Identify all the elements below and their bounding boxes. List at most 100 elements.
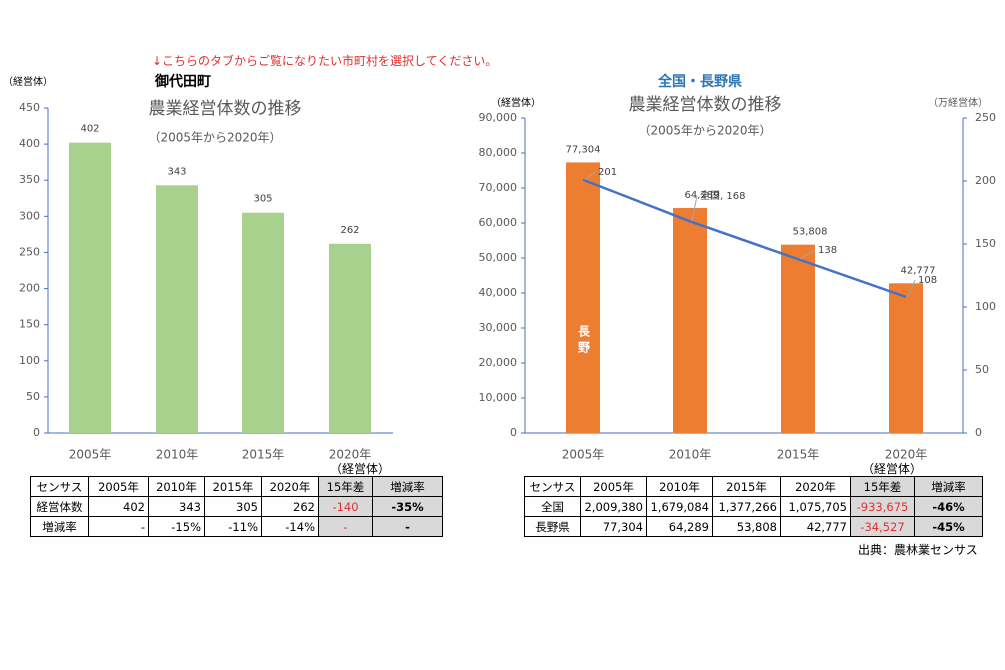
y-axis-label: （経営体） (3, 75, 53, 88)
table-cell: 402 (88, 496, 149, 517)
value-label: 64,289 (685, 190, 720, 201)
y2-tick-label: 250 (975, 111, 996, 124)
bar (156, 185, 198, 433)
table-cell: 64,289 (646, 516, 713, 537)
table-cell: センサス (524, 476, 581, 497)
y-tick-label: 30,000 (479, 321, 518, 334)
x-tick-label: 2005年 (562, 448, 605, 462)
table-row: 増減率 - -15% -11% -14% - - (30, 516, 443, 537)
bar (781, 244, 815, 433)
table-cell: 1,377,266 (712, 496, 781, 517)
note: ↓こちらのタブからご覧になりたい市町村を選択してください。 (152, 54, 498, 68)
y2-tick-label: 100 (975, 300, 996, 313)
bar (673, 207, 707, 433)
y-tick-label: 150 (19, 318, 40, 331)
y-axis-label: （経営体） (491, 96, 541, 109)
table-row: 長野県 77,304 64,289 53,808 42,777 -34,527 -45% (524, 516, 983, 537)
y2-tick-label: 0 (975, 426, 982, 439)
bar (69, 142, 111, 433)
y2-tick-label: 200 (975, 174, 996, 187)
table-cell: 305 (204, 496, 262, 517)
y-tick-label: 40,000 (479, 286, 518, 299)
value-label: 402 (80, 124, 99, 135)
source: 出典：農林業センサス (858, 543, 978, 557)
bar (566, 162, 600, 433)
chart-subtitle: （2005年から2020年） (638, 124, 771, 138)
table-cell: -45% (914, 516, 983, 537)
value-label: 201 (598, 167, 617, 178)
table: センサス 2005年 2010年 2015年 2020年 15年差 増減率 全国 2,009,3… (524, 476, 983, 537)
table-cell: 343 (148, 496, 205, 517)
table-cell: -35% (372, 496, 443, 517)
table-cell: -15% (148, 516, 205, 537)
table-cell: - (372, 516, 443, 537)
y-tick-label: 0 (510, 426, 517, 439)
table-cell: 2010年 (646, 476, 713, 497)
y2-tick-label: 150 (975, 237, 996, 250)
line (582, 178, 907, 299)
y-tick-label: 0 (33, 426, 40, 439)
table-cell: 2005年 (88, 476, 149, 497)
y-tick-label: 70,000 (479, 181, 518, 194)
y-tick-label: 200 (19, 282, 40, 295)
y-tick-label: 60,000 (479, 216, 518, 229)
table-cell: 1,075,705 (780, 496, 851, 517)
y-tick-label: 250 (19, 245, 40, 258)
table-cell: -34,527 (850, 516, 915, 537)
chart-subtitle: （2005年から2020年） (148, 131, 281, 145)
table-cell: 77,304 (580, 516, 647, 537)
value-label: 全国, 168 (700, 189, 745, 202)
table-row: 経営体数 402 343 305 262 -140 -35% (30, 496, 443, 517)
x-tick-label: 2015年 (777, 448, 820, 462)
chart-title: 農業経営体数の推移 (629, 95, 782, 115)
value-label: 53,808 (793, 227, 828, 238)
table-cell: 2010年 (148, 476, 205, 497)
x-tick-label: 2020年 (329, 448, 372, 462)
table-cell: 増減率 (30, 516, 89, 537)
table-cell: 15年差 (318, 476, 373, 497)
table-cell: 262 (261, 496, 319, 517)
table-cell: 2015年 (712, 476, 781, 497)
table-cell: 15年差 (850, 476, 915, 497)
x-tick-label: 2010年 (156, 448, 199, 462)
x-tick-label: 2010年 (669, 448, 712, 462)
y-tick-label: 20,000 (479, 356, 518, 369)
y-tick-label: 50,000 (479, 251, 518, 264)
value-label: 138 (818, 245, 837, 256)
table-unit: （経営体） (862, 462, 923, 476)
y-tick-label: 300 (19, 209, 40, 222)
y-tick-label: 90,000 (479, 111, 518, 124)
table-cell: -11% (204, 516, 262, 537)
table-cell: 2020年 (261, 476, 319, 497)
leader-line (584, 171, 596, 181)
table-cell: 全国 (524, 496, 581, 517)
x-tick-label: 2020年 (885, 448, 928, 462)
series-label: 長野 (577, 324, 591, 357)
bar (329, 243, 371, 433)
table-cell: 42,777 (780, 516, 851, 537)
table-cell: -140 (318, 496, 373, 517)
x-tick-label: 2005年 (69, 448, 112, 462)
y-tick-label: 400 (19, 137, 40, 150)
table-cell: -46% (914, 496, 983, 517)
table-cell: -933,675 (850, 496, 915, 517)
value-label: 343 (167, 166, 186, 177)
y-tick-label: 350 (19, 173, 40, 186)
value-label: 108 (918, 275, 937, 286)
table-cell: 1,679,084 (646, 496, 713, 517)
leader-line (799, 249, 816, 260)
table-cell: 53,808 (712, 516, 781, 537)
value-label: 42,777 (901, 265, 936, 276)
table-cell: 2,009,380 (580, 496, 647, 517)
table-cell: 2015年 (204, 476, 262, 497)
value-label: 262 (340, 225, 359, 236)
table-cell: 増減率 (372, 476, 443, 497)
leader-line (907, 279, 916, 298)
table-unit: （経営体） (330, 462, 391, 476)
y-tick-label: 100 (19, 354, 40, 367)
table-cell: センサス (30, 476, 89, 497)
y2-tick-label: 50 (975, 363, 989, 376)
y-tick-label: 80,000 (479, 146, 518, 159)
